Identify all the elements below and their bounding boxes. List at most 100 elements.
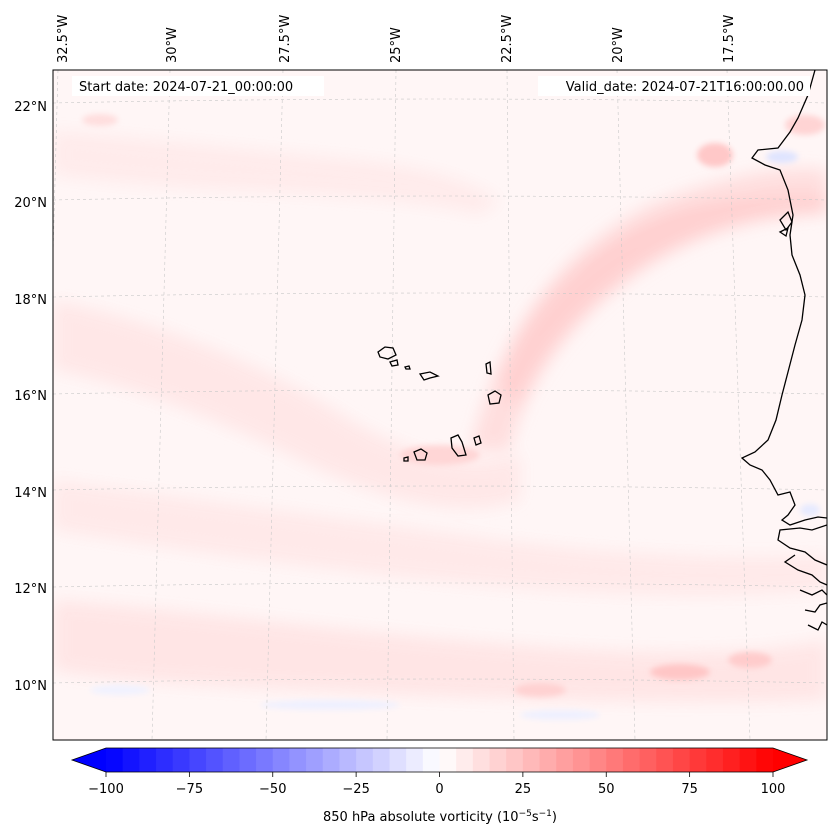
vorticity-band-northwest	[53, 130, 500, 215]
vorticity-spot	[82, 114, 118, 126]
africa-coastline	[740, 70, 827, 526]
cape-verde-boa-vista	[487, 390, 502, 405]
map-frame	[52, 69, 828, 741]
colorbar-tick-label: 75	[681, 782, 698, 797]
colorbar-cell	[539, 748, 557, 772]
colorbar-tick-label: 100	[761, 782, 786, 797]
lat-label: 18°N	[14, 293, 47, 308]
colorbar-cell	[589, 748, 607, 772]
colorbar-cell	[656, 748, 674, 772]
lat-label: 10°N	[14, 679, 47, 694]
colorbar-cell	[139, 748, 157, 772]
colorbar-cell	[289, 748, 307, 772]
lat-gridline-14n	[53, 485, 827, 491]
coastlines	[377, 70, 827, 631]
lat-label: 20°N	[14, 196, 47, 211]
lon-label: 27.5°W	[278, 15, 293, 63]
colorbar-cell	[239, 748, 257, 772]
map-panel: Start date: 2024-07-21_00:00:00 Valid_da…	[52, 69, 828, 741]
coastal-island	[778, 226, 789, 238]
lon-gridline-22-5w	[506, 70, 515, 740]
start-date-label: Start date: 2024-07-21_00:00:00	[79, 80, 293, 95]
colorbar-cell	[189, 748, 207, 772]
colorbar-cell	[372, 748, 391, 772]
lon-label: 32.5°W	[56, 15, 71, 63]
colorbar-cell	[306, 748, 324, 772]
colorbar-cell	[522, 748, 541, 772]
vorticity-spot-negative	[260, 700, 400, 710]
colorbar-cell	[256, 748, 274, 772]
lon-label: 22.5°W	[500, 15, 515, 63]
cape-verde-sao-nicolau	[418, 371, 440, 381]
colorbar-cell	[206, 748, 224, 772]
colorbar-cell	[706, 748, 724, 772]
colorbar-cell	[389, 748, 407, 772]
colorbar-extend-max	[773, 748, 807, 772]
lon-gridline-30w	[151, 70, 171, 740]
lat-gridline-22n	[53, 98, 827, 104]
cape-verde-santo-antao	[377, 346, 397, 360]
cape-verde-maio	[473, 435, 482, 446]
lat-gridline-20n	[53, 195, 827, 201]
colorbar-cells	[106, 748, 774, 772]
vorticity-spot-negative	[90, 685, 150, 695]
colorbar-cell	[639, 748, 657, 772]
colorbar-cell	[489, 748, 507, 772]
colorbar-cell	[556, 748, 574, 772]
colorbar-cell	[472, 748, 491, 772]
longitude-labels: 32.5°W 30°W 27.5°W 25°W 22.5°W 20°W 17.5…	[56, 15, 737, 63]
vorticity-spot-negative	[520, 710, 600, 720]
vorticity-spot-negative	[766, 151, 798, 163]
colorbar-cell	[506, 748, 524, 772]
cape-verde-brava	[403, 456, 409, 462]
colorbar-tick-label: 0	[435, 782, 443, 797]
lon-label: 30°W	[165, 27, 180, 63]
valid-date-box	[538, 76, 810, 96]
gridlines	[53, 70, 827, 740]
vorticity-band-mid	[53, 480, 827, 596]
start-date-box	[72, 76, 324, 96]
lat-label: 22°N	[14, 100, 47, 115]
colorbar-cell	[572, 748, 591, 772]
colorbar-cell	[756, 748, 774, 772]
lon-gridline-25w	[386, 70, 397, 740]
lat-gridline-16n	[53, 389, 827, 395]
colorbar-cell	[356, 748, 374, 772]
colorbar-cell	[406, 748, 424, 772]
vorticity-band-diagonal-core	[500, 195, 827, 410]
lon-label: 20°W	[611, 27, 626, 63]
lat-label: 14°N	[14, 486, 47, 501]
colorbar-cell	[272, 748, 291, 772]
colorbar-cell	[222, 748, 241, 772]
colorbar-ticks: −100 −75 −50 −25 0 25 50 75 100	[88, 772, 785, 797]
cape-verde-santiago	[450, 434, 467, 457]
colorbar-tick-label: 25	[515, 782, 532, 797]
colorbar-cell	[106, 748, 124, 772]
lon-gridline-20w	[616, 70, 636, 740]
colorbar-tick-label: −25	[342, 782, 369, 797]
colorbar-label: 850 hPa absolute vorticity (10−5s−1)	[323, 809, 557, 825]
coastal-island	[779, 210, 793, 232]
colorbar-cell	[689, 748, 707, 772]
colorbar-tick-label: −50	[259, 782, 286, 797]
colorbar-cell	[456, 748, 474, 772]
lon-label: 17.5°W	[722, 15, 737, 63]
colorbar-cell	[622, 748, 641, 772]
colorbar-tick-label: −100	[88, 782, 124, 797]
colorbar-cell	[156, 748, 174, 772]
colorbar-cell	[339, 748, 357, 772]
cape-verde-sao-vicente	[389, 359, 399, 367]
colorbar-cell	[122, 748, 140, 772]
colorbar-cell	[172, 748, 190, 772]
colorbar-cell	[322, 748, 341, 772]
colorbar-cell	[722, 748, 741, 772]
lat-gridline-10n	[53, 678, 827, 684]
cape-verde-santa-luzia	[404, 365, 411, 370]
vorticity-spot-negative	[800, 504, 820, 516]
valid-date-label: Valid_date: 2024-07-21T16:00:00.00	[566, 80, 804, 95]
cape-verde-fogo	[413, 448, 428, 461]
africa-coastline-south	[777, 524, 827, 631]
vorticity-spot	[785, 115, 825, 135]
colorbar-tick-label: −75	[176, 782, 203, 797]
